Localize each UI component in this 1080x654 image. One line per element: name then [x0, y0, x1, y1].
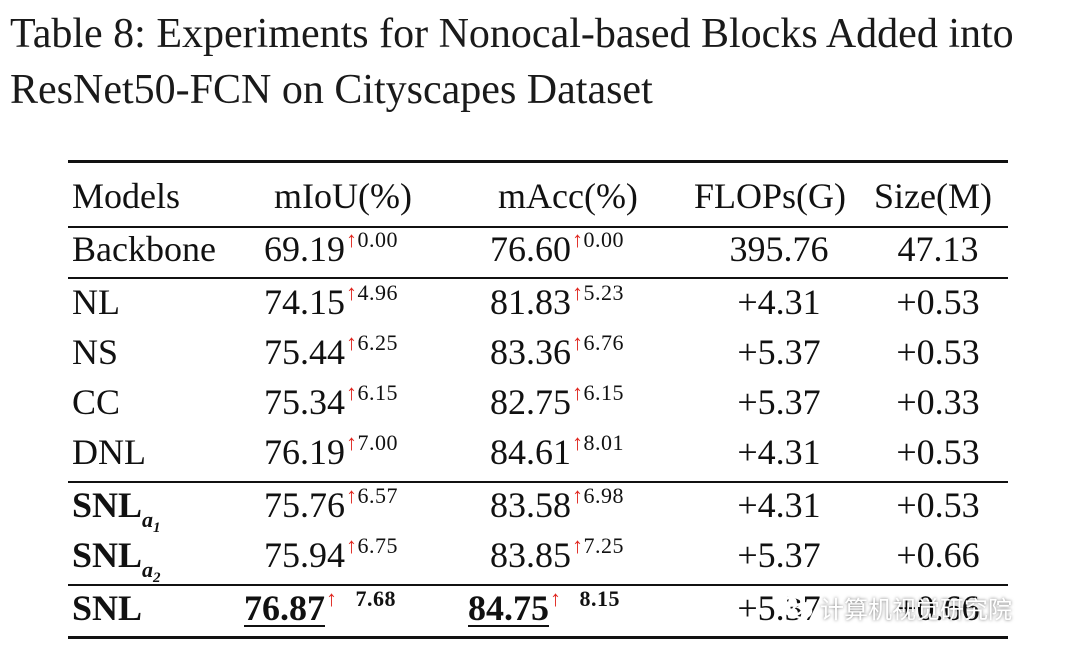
macc-cell: 84.75↑ 8.15	[468, 586, 620, 628]
miou-cell: 76.87↑ 7.68	[244, 586, 396, 628]
miou-cell: 76.19↑7.00	[264, 430, 398, 472]
flops-cell: +4.31	[737, 282, 821, 322]
header-size: Size(M)	[874, 176, 992, 216]
header-flops: FLOPs(G)	[694, 176, 847, 216]
table-caption: Table 8: Experiments for Nonocal-based B…	[10, 11, 1014, 113]
header-models: Models	[72, 176, 180, 216]
miou-cell: 69.19↑0.00	[264, 227, 398, 269]
flops-cell: 395.76	[729, 229, 829, 269]
size-cell: +0.66	[896, 588, 980, 628]
wechat-icon	[780, 595, 813, 619]
watermark-text: 计算机视觉研究院	[820, 596, 1012, 624]
model-name: NS	[72, 332, 119, 372]
watermark: 计算机视觉研究院	[780, 590, 1012, 625]
size-cell: +0.53	[896, 432, 980, 472]
size-cell: 47.13	[897, 229, 979, 269]
group-rule-3	[68, 584, 1008, 586]
miou-cell: 75.76↑6.57	[264, 483, 398, 525]
macc-cell: 83.58↑6.98	[490, 483, 624, 525]
size-cell: +0.53	[896, 282, 980, 322]
flops-cell: +4.31	[737, 432, 821, 472]
miou-cell: 74.15↑4.96	[264, 280, 398, 322]
miou-cell: 75.94↑6.75	[264, 533, 398, 575]
macc-cell: 83.85↑7.25	[490, 533, 624, 575]
header-macc: mAcc(%)	[498, 176, 638, 216]
top-rule	[68, 160, 1008, 163]
model-name: NL	[72, 282, 120, 322]
macc-cell: 84.61↑8.01	[490, 430, 624, 472]
miou-cell: 75.34↑6.15	[264, 380, 398, 422]
macc-cell: 81.83↑5.23	[490, 280, 624, 322]
header-rule	[68, 226, 1008, 228]
macc-cell: 82.75↑6.15	[490, 380, 624, 422]
model-name: SNL	[72, 588, 143, 628]
size-cell: +0.66	[896, 535, 980, 575]
model-name: Backbone	[72, 229, 216, 269]
flops-cell: +5.37	[737, 382, 821, 422]
group-rule-1	[68, 277, 1008, 279]
model-name: CC	[72, 382, 121, 422]
flops-cell: +4.31	[737, 485, 821, 525]
model-name: DNL	[72, 432, 146, 472]
bottom-rule	[68, 636, 1008, 639]
miou-cell: 75.44↑6.25	[264, 330, 398, 372]
group-rule-2	[68, 481, 1008, 483]
model-name: SNLa1	[72, 485, 161, 536]
size-cell: +0.33	[896, 382, 980, 422]
macc-cell: 76.60↑0.00	[490, 227, 624, 269]
size-cell: +0.53	[896, 485, 980, 525]
flops-cell: +5.37	[737, 588, 821, 628]
flops-cell: +5.37	[737, 535, 821, 575]
model-name: SNLa2	[72, 535, 161, 586]
macc-cell: 83.36↑6.76	[490, 330, 624, 372]
header-miou: mIoU(%)	[274, 176, 412, 216]
size-cell: +0.53	[896, 332, 980, 372]
flops-cell: +5.37	[737, 332, 821, 372]
